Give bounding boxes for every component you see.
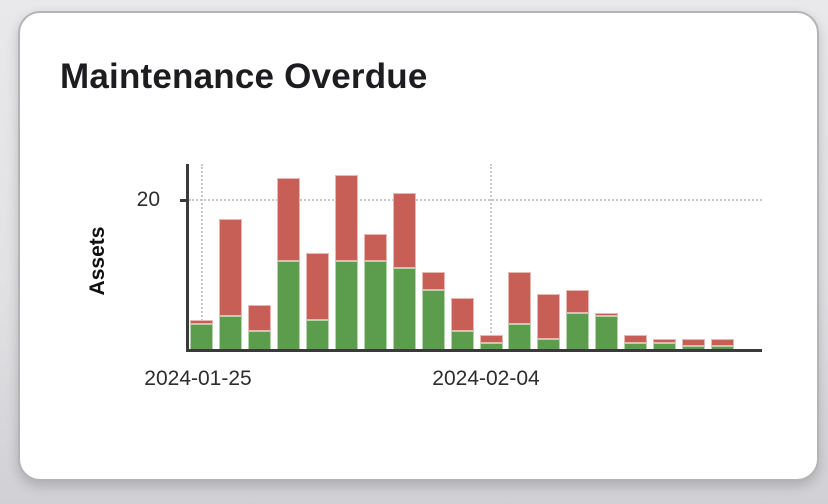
bar-segment-green-2024-01-25: [190, 323, 213, 350]
bar-segment-red-2024-01-28: [276, 178, 300, 261]
x-grid-line-2024-01-25: [200, 164, 203, 348]
bar-2024-01-28: [276, 178, 300, 350]
bar-segment-red-2024-02-06: [537, 294, 561, 339]
bar-segment-red-2024-01-29: [305, 253, 329, 321]
bar-segment-red-2024-02-04: [479, 335, 503, 343]
bar-segment-green-2024-01-28: [276, 260, 300, 350]
card-title: Maintenance Overdue: [60, 57, 428, 96]
bar-2024-01-30: [334, 174, 358, 350]
bar-segment-red-2024-02-08: [595, 312, 619, 317]
bar-2024-02-07: [566, 290, 590, 350]
bar-segment-red-2024-01-30: [334, 174, 358, 261]
bar-segment-green-2024-01-29: [305, 320, 329, 350]
bar-2024-01-27: [247, 305, 271, 350]
x-tick-label-2024-02-04: 2024-02-04: [432, 367, 540, 390]
bar-segment-red-2024-01-26: [219, 219, 242, 317]
bar-segment-green-2024-02-05: [508, 323, 532, 350]
bar-2024-01-26: [219, 219, 242, 350]
bar-2024-02-06: [537, 294, 561, 350]
plot-area: [187, 164, 762, 350]
bar-segment-green-2024-01-26: [219, 316, 242, 350]
bar-2024-01-29: [305, 253, 329, 350]
bar-segment-red-2024-02-05: [508, 271, 532, 324]
x-grid-line-2024-02-04: [490, 164, 492, 348]
bar-segment-green-2024-01-27: [247, 331, 271, 350]
bar-segment-red-2024-02-12: [711, 338, 735, 347]
bar-2024-02-01: [392, 193, 416, 350]
bar-2024-02-05: [508, 271, 532, 350]
bar-segment-green-2024-01-30: [334, 260, 358, 350]
bar-segment-red-2024-02-03: [450, 297, 474, 332]
bar-segment-red-2024-02-10: [653, 338, 677, 343]
bar-2024-01-25: [190, 320, 213, 350]
x-axis-line: [186, 348, 762, 352]
dashboard-card: Maintenance Overdue Assets 20 2024-01-25…: [18, 11, 819, 481]
bar-segment-red-2024-02-02: [421, 271, 445, 291]
bar-segment-red-2024-01-31: [363, 234, 387, 261]
y-axis-line: [186, 164, 189, 352]
bar-segment-green-2024-02-01: [392, 267, 416, 350]
y-axis-title: Assets: [86, 226, 109, 296]
bar-2024-02-08: [595, 312, 619, 350]
x-tick-label-2024-01-25: 2024-01-25: [144, 367, 252, 390]
bar-segment-red-2024-02-07: [566, 290, 590, 313]
bar-segment-green-2024-02-02: [421, 290, 445, 350]
bar-segment-green-2024-02-07: [566, 312, 590, 350]
bar-segment-red-2024-02-01: [392, 193, 416, 268]
bar-segment-green-2024-02-08: [595, 316, 619, 350]
bar-segment-red-2024-02-09: [624, 335, 648, 343]
y-tick-mark-20: [180, 199, 187, 202]
bar-segment-green-2024-01-31: [363, 260, 387, 350]
bar-segment-green-2024-02-03: [450, 331, 474, 350]
y-grid-line-20: [189, 199, 762, 201]
bar-segment-red-2024-01-25: [190, 320, 213, 324]
bar-segment-red-2024-02-11: [682, 338, 706, 347]
bar-2024-01-31: [363, 234, 387, 350]
bar-2024-02-03: [450, 297, 474, 350]
y-tick-label-20: 20: [136, 188, 160, 211]
bar-segment-red-2024-01-27: [247, 305, 271, 332]
bar-2024-02-02: [421, 271, 445, 350]
